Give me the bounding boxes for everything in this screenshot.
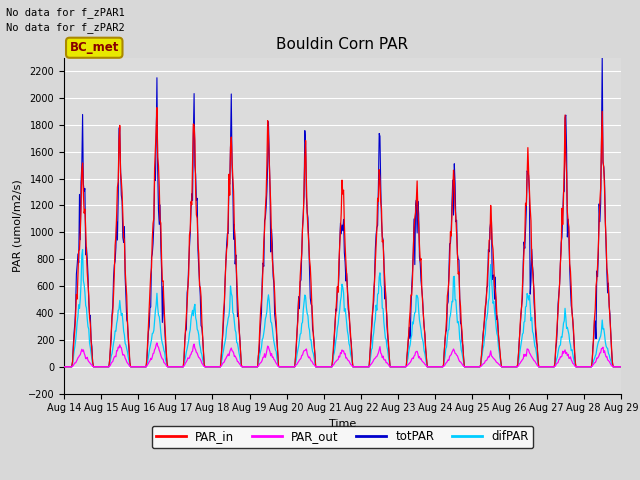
Text: No data for f_zPAR1: No data for f_zPAR1 [6,7,125,18]
Text: BC_met: BC_met [70,41,119,54]
Legend: PAR_in, PAR_out, totPAR, difPAR: PAR_in, PAR_out, totPAR, difPAR [152,426,533,448]
Text: No data for f_zPAR2: No data for f_zPAR2 [6,22,125,33]
Title: Bouldin Corn PAR: Bouldin Corn PAR [276,37,408,52]
Y-axis label: PAR (umol/m2/s): PAR (umol/m2/s) [12,179,22,272]
X-axis label: Time: Time [329,419,356,429]
